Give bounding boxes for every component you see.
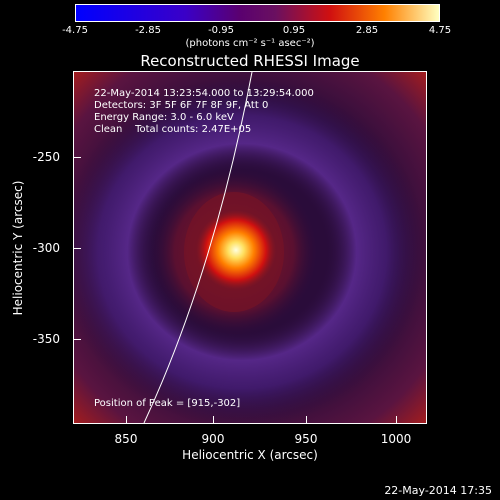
plot-title: Reconstructed RHESSI Image [140,52,360,70]
rhessi-image-plot: 22-May-2014 13:23:54.000 to 13:29:54.000… [73,71,427,424]
x-tick-label: 950 [294,432,318,446]
y-tick-mark [73,157,81,158]
x-tick-mark [126,416,127,424]
x-tick-label: 900 [201,432,225,446]
x-tick-label: 1000 [380,432,412,446]
y-tick-label: -250 [32,150,60,164]
energy-annotation: Energy Range: 3.0 - 6.0 keV [94,112,234,123]
x-tick-mark [396,416,397,424]
limb-line [143,72,253,423]
clean-annotation: Clean Total counts: 2.47E+05 [94,124,252,135]
colorbar-tick: 0.95 [282,25,306,36]
x-tick-mark [306,416,307,424]
y-tick-label: -300 [32,241,60,255]
colorbar-tick: 4.75 [428,25,452,36]
x-tick-label: 850 [114,432,138,446]
colorbar-gradient [76,5,439,21]
detectors-annotation: Detectors: 3F 5F 6F 7F 8F 9F, Att 0 [94,100,269,111]
footer-date: 22-May-2014 17:35 [384,484,492,497]
time-range-annotation: 22-May-2014 13:23:54.000 to 13:29:54.000 [94,88,314,99]
peak-position-annotation: Position of Peak = [915,-302] [94,398,241,409]
colorbar-tick: -2.85 [135,25,161,36]
rhessi-image [74,72,426,423]
x-axis-label: Heliocentric X (arcsec) [182,448,318,462]
colorbar-unit-label: (photons cm⁻² s⁻¹ asec⁻²) [185,38,315,49]
y-axis-label: Heliocentric Y (arcsec) [11,180,25,316]
y-tick-label: -350 [32,332,60,346]
x-tick-mark [213,416,214,424]
y-tick-mark [73,339,81,340]
colorbar-tick: 2.85 [355,25,379,36]
colorbar [75,4,440,22]
colorbar-tick: -4.75 [62,25,88,36]
y-tick-mark [73,248,81,249]
colorbar-tick: -0.95 [208,25,234,36]
